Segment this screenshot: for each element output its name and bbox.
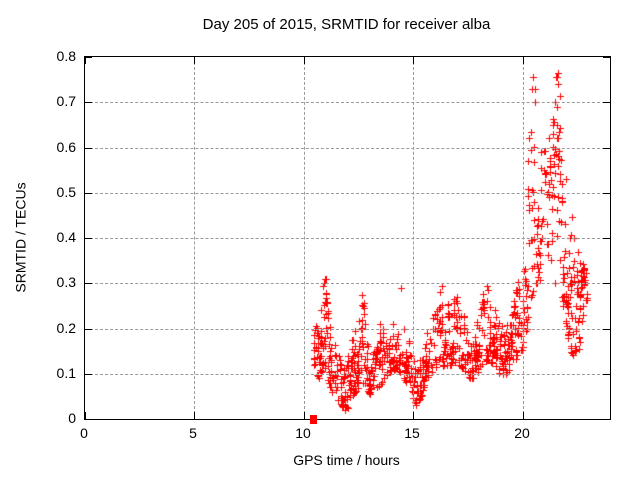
horizontal-gridline: [85, 193, 610, 194]
x-tick-label: 20: [514, 425, 530, 441]
y-tick-mark: [85, 329, 92, 330]
plot-area: [84, 56, 611, 420]
y-tick-mark: [85, 102, 92, 103]
horizontal-gridline: [85, 283, 610, 284]
x-tick-mark: [523, 57, 524, 64]
y-tick-label: 0.5: [56, 184, 76, 200]
y-tick-mark: [603, 193, 610, 194]
y-tick-mark: [85, 374, 92, 375]
horizontal-gridline: [85, 102, 610, 103]
horizontal-gridline: [85, 238, 610, 239]
y-tick-mark: [85, 148, 92, 149]
x-tick-mark: [304, 57, 305, 64]
x-tick-mark: [85, 57, 86, 64]
y-tick-label: 0.8: [56, 48, 76, 64]
y-tick-label: 0.3: [56, 274, 76, 290]
chart-title: Day 205 of 2015, SRMTID for receiver alb…: [202, 16, 491, 33]
y-tick-mark: [85, 193, 92, 194]
y-tick-mark: [603, 374, 610, 375]
horizontal-gridline: [85, 329, 610, 330]
y-tick-mark: [603, 57, 610, 58]
x-tick-label: 0: [80, 425, 88, 441]
y-tick-label: 0.7: [56, 93, 76, 109]
x-tick-mark: [413, 412, 414, 419]
x-tick-label: 10: [295, 425, 311, 441]
horizontal-gridline: [85, 148, 610, 149]
y-tick-mark: [603, 148, 610, 149]
y-tick-mark: [603, 102, 610, 103]
y-tick-label: 0.6: [56, 139, 76, 155]
y-tick-label: 0.4: [56, 229, 76, 245]
y-tick-mark: [85, 283, 92, 284]
y-tick-mark: [603, 238, 610, 239]
x-tick-mark: [194, 57, 195, 64]
axis-square-marker: [309, 414, 317, 424]
x-tick-label: 15: [404, 425, 420, 441]
x-tick-mark: [523, 412, 524, 419]
y-tick-mark: [603, 283, 610, 284]
y-tick-mark: [603, 329, 610, 330]
x-tick-mark: [85, 412, 86, 419]
x-axis-label: GPS time / hours: [293, 452, 400, 468]
y-tick-label: 0: [68, 410, 76, 426]
y-tick-label: 0.2: [56, 320, 76, 336]
x-tick-mark: [194, 412, 195, 419]
y-tick-mark: [85, 419, 92, 420]
x-tick-label: 5: [189, 425, 197, 441]
y-tick-mark: [603, 419, 610, 420]
x-tick-mark: [413, 57, 414, 64]
x-tick-mark: [304, 412, 305, 419]
y-tick-mark: [85, 238, 92, 239]
horizontal-gridline: [85, 374, 610, 375]
y-tick-label: 0.1: [56, 365, 76, 381]
y-tick-mark: [85, 57, 92, 58]
